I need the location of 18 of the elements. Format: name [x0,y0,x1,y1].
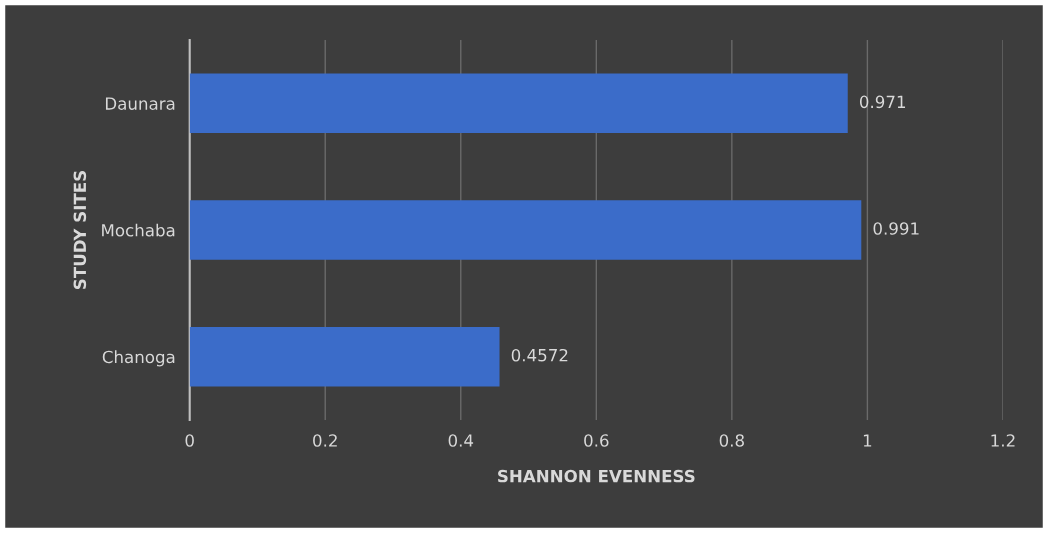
bar [189,200,862,260]
x-tick-label: 0.8 [719,434,744,447]
bar [189,73,848,134]
y-tick-label: Daunara [105,97,175,110]
data-label: 0.991 [873,222,919,235]
bar [189,326,500,387]
x-tick-label: 0.2 [313,434,337,447]
x-tick-label: 1 [863,434,872,447]
x-tick-label: 0 [185,434,194,447]
data-label: 0.4572 [511,348,568,362]
x-axis-title: SHANNON EVENNESS [498,469,695,483]
data-label: 0.971 [859,95,906,109]
x-tick-label: 0.6 [584,434,609,447]
y-axis-title: STUDY SITES [73,171,87,289]
y-tick-label: Chanoga [102,350,175,367]
y-tick-label: Mochaba [102,223,175,237]
x-tick-label: 1.2 [991,434,1015,447]
x-tick-label: 0.4 [448,434,474,447]
